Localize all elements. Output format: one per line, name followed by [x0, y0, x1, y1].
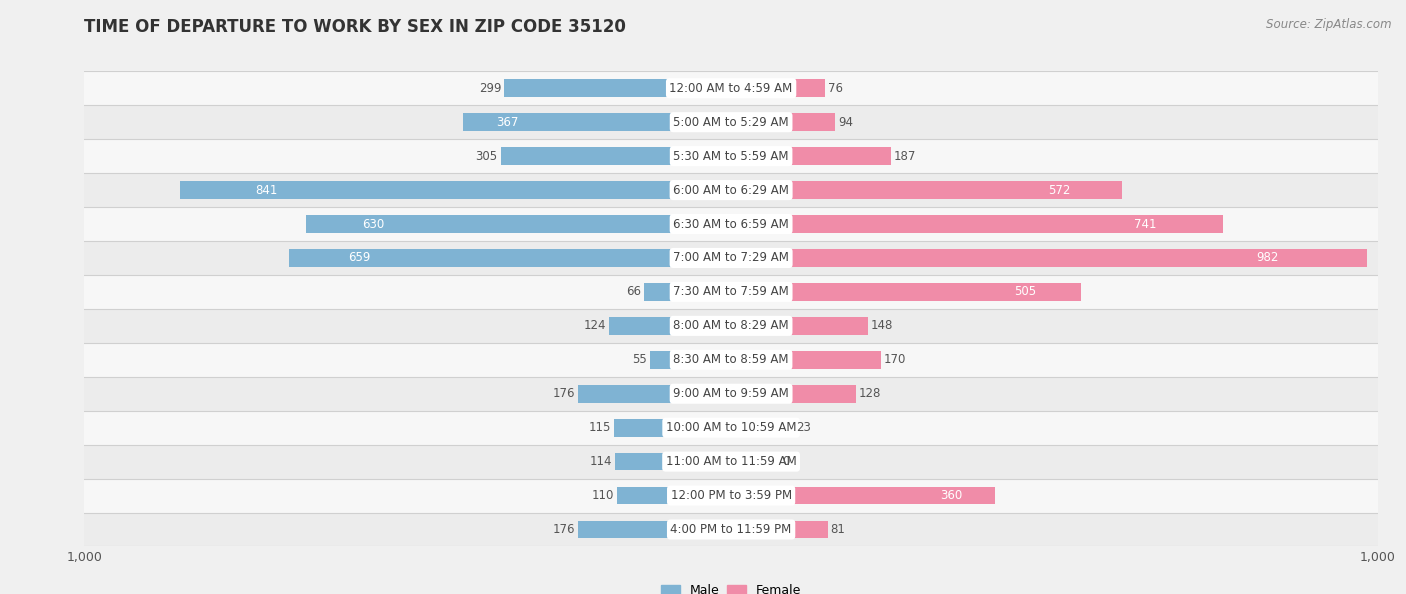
Text: 114: 114 [589, 455, 612, 468]
Text: 12:00 AM to 4:59 AM: 12:00 AM to 4:59 AM [669, 82, 793, 95]
Bar [180, 181, 683, 199]
Bar [84, 410, 1378, 445]
Bar [609, 317, 683, 334]
Text: 10:00 AM to 10:59 AM: 10:00 AM to 10:59 AM [666, 421, 796, 434]
Legend: Male, Female: Male, Female [657, 579, 806, 594]
Text: 572: 572 [1047, 184, 1070, 197]
Bar [779, 80, 824, 97]
Text: 124: 124 [583, 320, 606, 333]
Text: 367: 367 [496, 116, 519, 129]
Text: 128: 128 [859, 387, 882, 400]
Bar [84, 207, 1378, 241]
Text: 94: 94 [838, 116, 853, 129]
Text: 299: 299 [478, 82, 501, 95]
Text: 76: 76 [828, 82, 842, 95]
Text: 176: 176 [553, 387, 575, 400]
Bar [505, 80, 683, 97]
Text: 5:00 AM to 5:29 AM: 5:00 AM to 5:29 AM [673, 116, 789, 129]
Text: 176: 176 [553, 523, 575, 536]
Bar [84, 173, 1378, 207]
Bar [84, 309, 1378, 343]
Text: 360: 360 [941, 489, 962, 502]
Bar [644, 283, 683, 301]
Bar [84, 377, 1378, 410]
Bar [779, 215, 1223, 233]
Text: 9:00 AM to 9:59 AM: 9:00 AM to 9:59 AM [673, 387, 789, 400]
Bar [84, 513, 1378, 546]
Bar [650, 351, 683, 369]
Text: 23: 23 [796, 421, 811, 434]
Bar [779, 147, 891, 165]
Text: 659: 659 [347, 251, 370, 264]
Text: 66: 66 [626, 285, 641, 298]
Bar [779, 351, 880, 369]
Bar [84, 241, 1378, 275]
Bar [779, 317, 868, 334]
Bar [84, 105, 1378, 139]
Text: 110: 110 [592, 489, 614, 502]
Bar [779, 521, 828, 538]
Text: 741: 741 [1133, 217, 1156, 230]
Text: 187: 187 [894, 150, 917, 163]
Bar [779, 419, 793, 437]
Bar [84, 445, 1378, 479]
Bar [779, 283, 1081, 301]
Bar [578, 521, 683, 538]
Text: 5:30 AM to 5:59 AM: 5:30 AM to 5:59 AM [673, 150, 789, 163]
Text: 81: 81 [831, 523, 845, 536]
Text: 148: 148 [870, 320, 893, 333]
Text: Source: ZipAtlas.com: Source: ZipAtlas.com [1267, 18, 1392, 31]
Bar [779, 113, 835, 131]
Bar [84, 139, 1378, 173]
Bar [84, 479, 1378, 513]
Bar [779, 385, 856, 403]
Text: 8:30 AM to 8:59 AM: 8:30 AM to 8:59 AM [673, 353, 789, 366]
Bar [617, 486, 683, 504]
Bar [578, 385, 683, 403]
Bar [464, 113, 683, 131]
Text: 0: 0 [782, 455, 789, 468]
Text: 6:30 AM to 6:59 AM: 6:30 AM to 6:59 AM [673, 217, 789, 230]
Text: 170: 170 [884, 353, 907, 366]
Text: 8:00 AM to 8:29 AM: 8:00 AM to 8:29 AM [673, 320, 789, 333]
Text: TIME OF DEPARTURE TO WORK BY SEX IN ZIP CODE 35120: TIME OF DEPARTURE TO WORK BY SEX IN ZIP … [84, 18, 626, 36]
Bar [84, 71, 1378, 105]
Text: 630: 630 [363, 217, 385, 230]
Text: 7:00 AM to 7:29 AM: 7:00 AM to 7:29 AM [673, 251, 789, 264]
Bar [307, 215, 683, 233]
Text: 982: 982 [1257, 251, 1279, 264]
Bar [614, 453, 683, 470]
Text: 305: 305 [475, 150, 498, 163]
Bar [84, 343, 1378, 377]
Bar [779, 181, 1122, 199]
Text: 12:00 PM to 3:59 PM: 12:00 PM to 3:59 PM [671, 489, 792, 502]
Bar [779, 249, 1367, 267]
Text: 11:00 AM to 11:59 AM: 11:00 AM to 11:59 AM [666, 455, 796, 468]
Bar [779, 486, 994, 504]
Text: 505: 505 [1014, 285, 1036, 298]
Text: 841: 841 [254, 184, 277, 197]
Bar [288, 249, 683, 267]
Text: 6:00 AM to 6:29 AM: 6:00 AM to 6:29 AM [673, 184, 789, 197]
Bar [614, 419, 683, 437]
Text: 55: 55 [633, 353, 647, 366]
Bar [501, 147, 683, 165]
Text: 115: 115 [589, 421, 612, 434]
Bar [84, 275, 1378, 309]
Text: 7:30 AM to 7:59 AM: 7:30 AM to 7:59 AM [673, 285, 789, 298]
Text: 4:00 PM to 11:59 PM: 4:00 PM to 11:59 PM [671, 523, 792, 536]
